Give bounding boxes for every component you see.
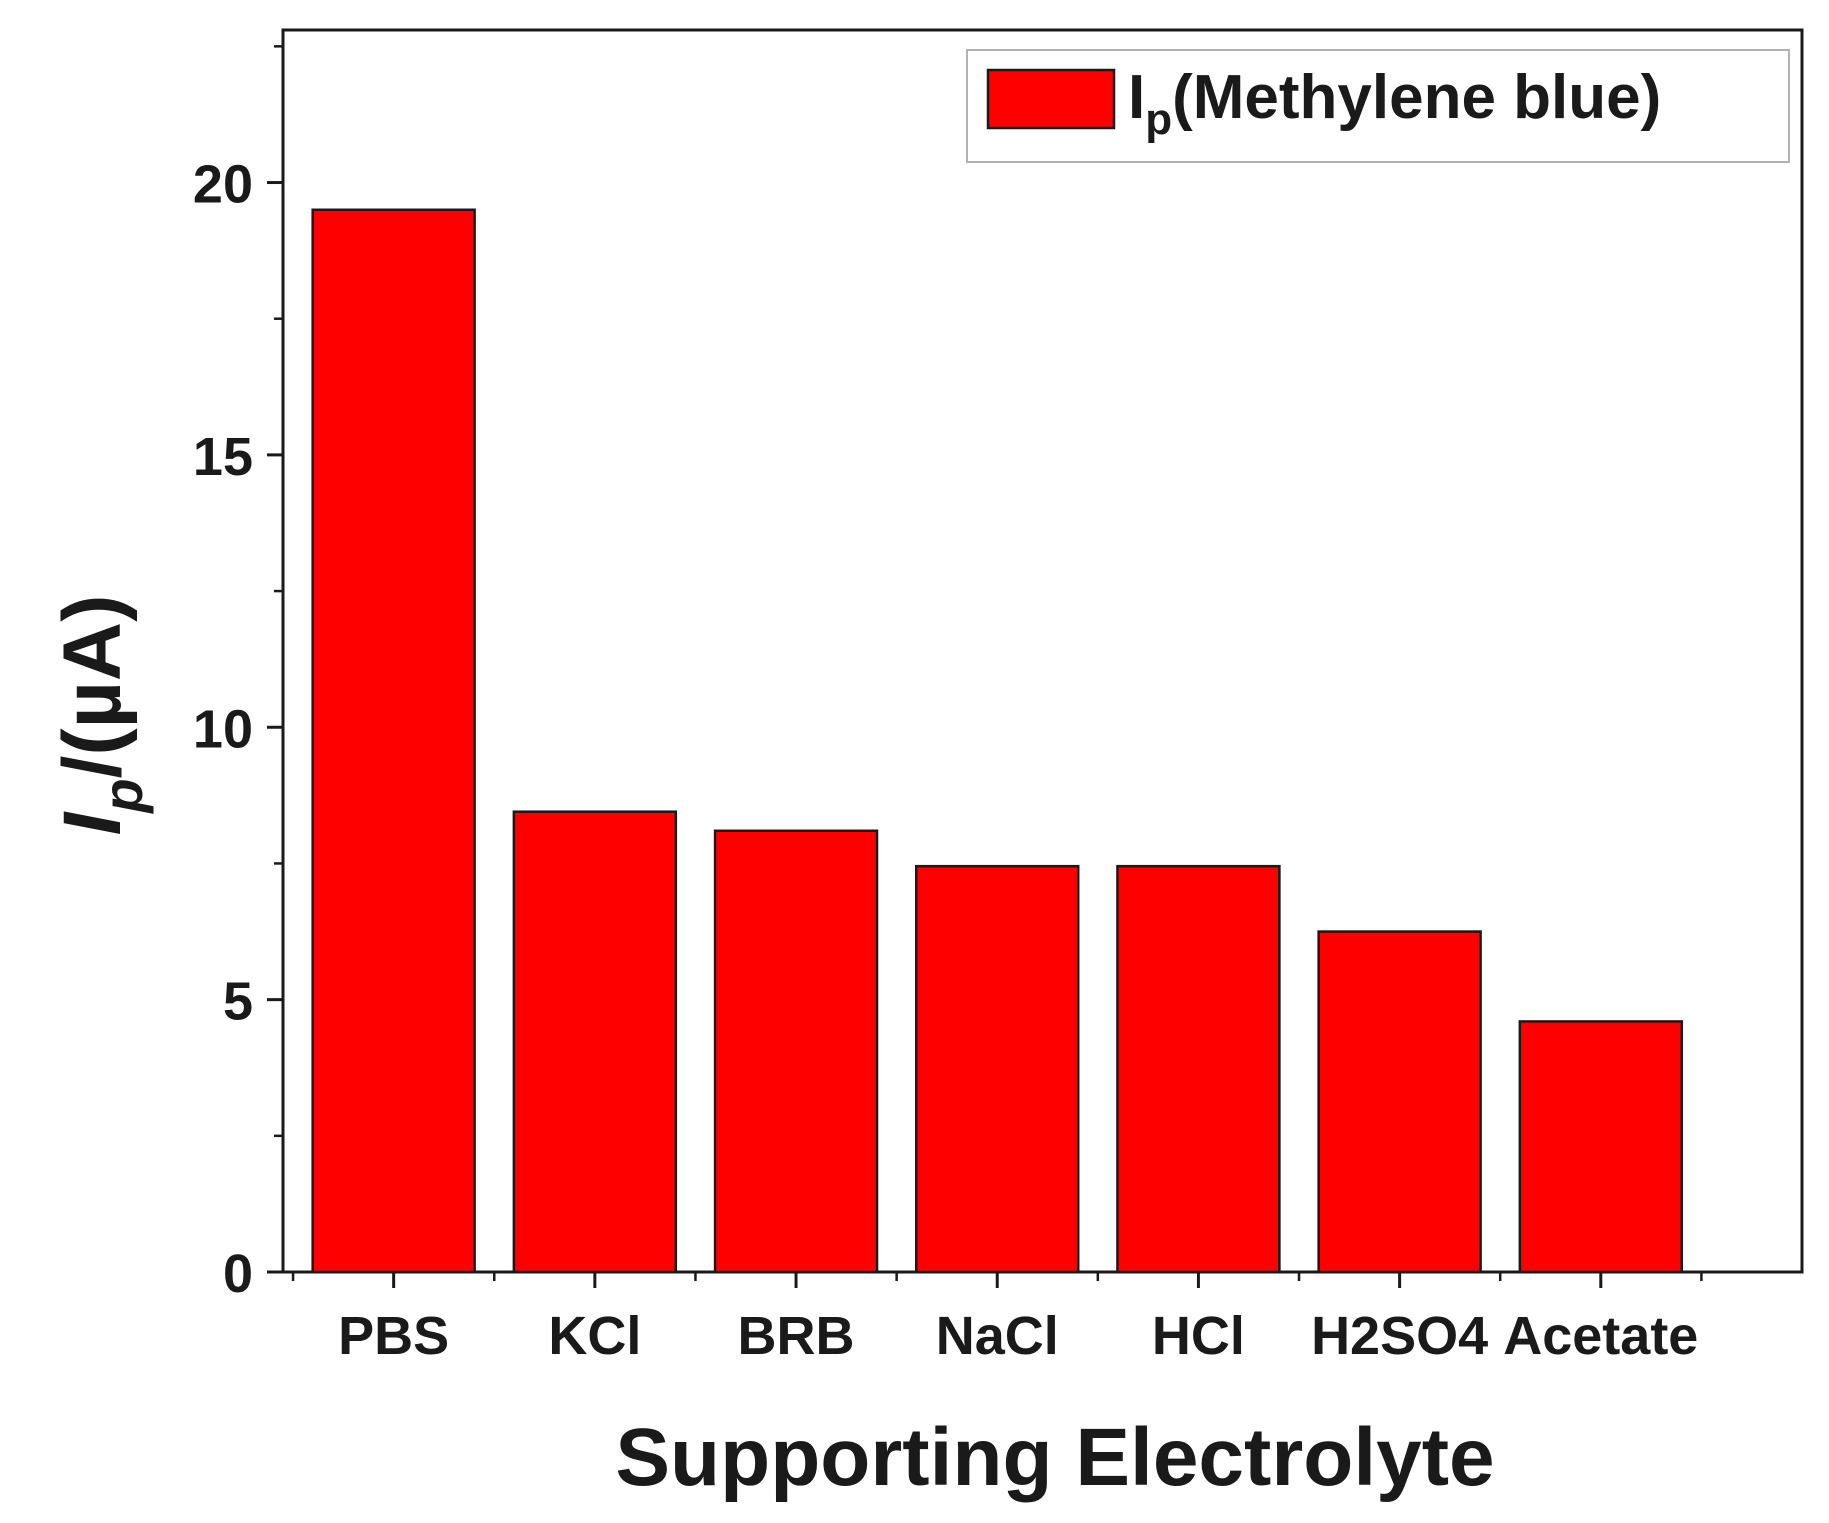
axis-ticks: 0 5 10 15 20 PBS KCl BRB NaCl HCl H2SO4 Acetate xyxy=(193,45,1703,1366)
bar-acetate xyxy=(1518,1020,1684,1274)
y-tick-label: 10 xyxy=(193,699,253,759)
bar-nacl xyxy=(915,864,1080,1274)
x-axis-title: Supporting Electrolyte xyxy=(615,1412,1494,1503)
y-tick-label: 0 xyxy=(223,1244,253,1304)
y-axis-title: Ip/(µA) xyxy=(47,595,154,836)
bar-hcl xyxy=(1116,864,1281,1274)
x-tick-label: H2SO4 xyxy=(1311,1306,1488,1366)
x-tick-label: KCl xyxy=(548,1306,641,1366)
x-tick-label: PBS xyxy=(338,1306,449,1366)
y-tick-label: 20 xyxy=(193,155,253,215)
y-tick-label: 5 xyxy=(223,972,253,1032)
bar-series xyxy=(311,208,1684,1274)
bar-kcl xyxy=(512,810,678,1274)
x-tick-label: HCl xyxy=(1152,1306,1245,1366)
legend-label: Ip(Methylene blue) xyxy=(1128,63,1661,144)
x-tick-label: NaCl xyxy=(936,1306,1059,1366)
legend: Ip(Methylene blue) xyxy=(966,49,1790,163)
bar-pbs xyxy=(311,208,476,1274)
x-tick-label: Acetate xyxy=(1503,1306,1698,1366)
legend-swatch xyxy=(986,68,1116,130)
bar-h2so4 xyxy=(1317,930,1482,1274)
y-tick-label: 15 xyxy=(193,427,253,487)
x-tick-label: BRB xyxy=(738,1306,855,1366)
bar-brb xyxy=(713,829,879,1274)
